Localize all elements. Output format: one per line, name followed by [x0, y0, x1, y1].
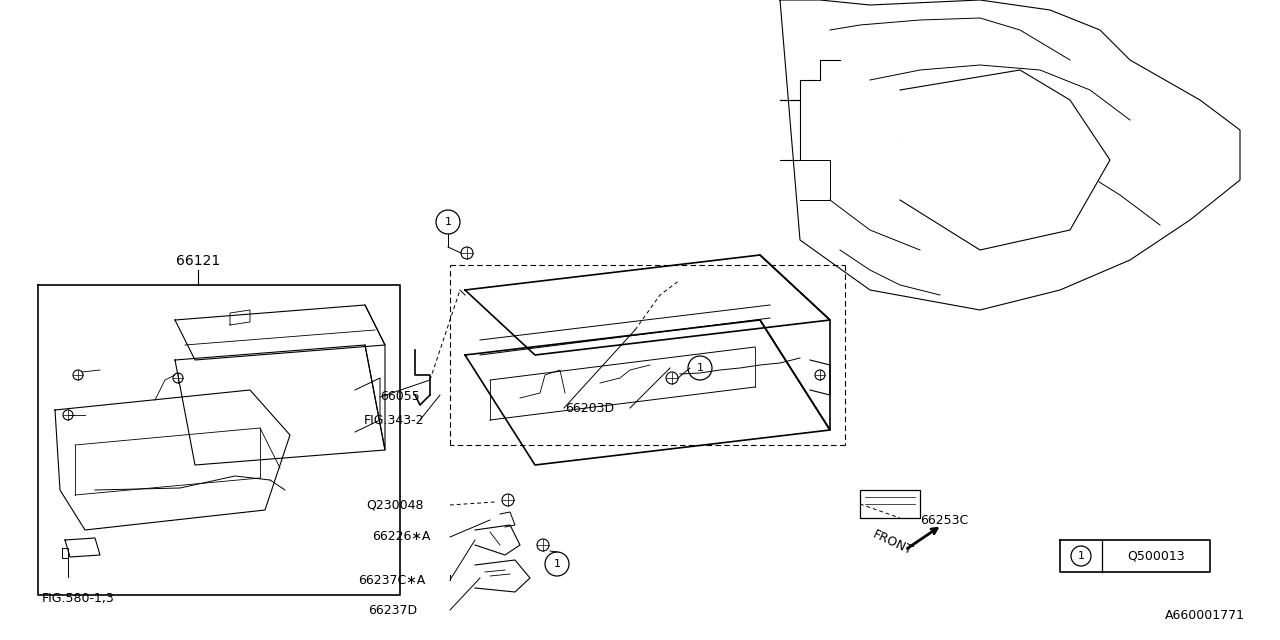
Polygon shape	[900, 70, 1110, 250]
Text: 66237C∗A: 66237C∗A	[358, 573, 425, 586]
Text: 66226∗A: 66226∗A	[372, 531, 430, 543]
Text: 1: 1	[553, 559, 561, 569]
Text: 66237D: 66237D	[369, 604, 417, 616]
Text: A660001771: A660001771	[1165, 609, 1245, 622]
Text: 1: 1	[444, 217, 452, 227]
Text: 66121: 66121	[175, 254, 220, 268]
Text: FIG.343-2: FIG.343-2	[364, 413, 425, 426]
Text: FIG.580-1,3: FIG.580-1,3	[42, 592, 115, 605]
Text: 66203D: 66203D	[564, 401, 614, 415]
Text: 1: 1	[1078, 551, 1084, 561]
Text: 66055: 66055	[380, 390, 420, 403]
Text: 66253C: 66253C	[920, 513, 968, 527]
Bar	[860, 490, 920, 518]
Text: 1: 1	[696, 363, 704, 373]
Text: Q500013: Q500013	[1128, 550, 1185, 563]
Text: Q230048: Q230048	[366, 499, 424, 511]
Text: FRONT: FRONT	[870, 528, 914, 558]
